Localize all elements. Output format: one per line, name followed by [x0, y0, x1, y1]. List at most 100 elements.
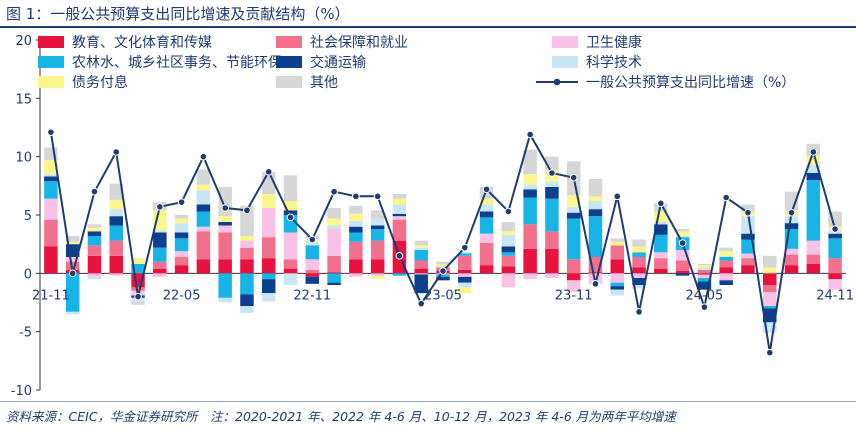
bar-segment: [87, 231, 102, 236]
bar-segment: [610, 245, 625, 260]
y-tick-label: 0: [24, 267, 32, 282]
bar-segment: [675, 236, 690, 238]
bar-segment: [654, 234, 668, 253]
title-rule: [0, 26, 856, 28]
bar-segment: [305, 245, 320, 260]
bar-segment: [153, 268, 167, 274]
y-tick-label: 20: [15, 34, 32, 49]
bar-segment: [675, 260, 690, 271]
bar-segment: [240, 273, 254, 295]
bar-segment: [501, 252, 516, 256]
bar-segment: [697, 278, 712, 282]
bar-segment: [349, 205, 363, 214]
bar-segment: [566, 195, 581, 207]
bar-segment: [174, 257, 189, 266]
growth-point: [787, 208, 796, 217]
bar-segment: [806, 254, 821, 264]
bar-segment: [414, 260, 428, 269]
bar-segment: [763, 292, 777, 306]
growth-point: [744, 208, 752, 217]
bar-segment: [240, 306, 254, 313]
bar-segment: [87, 276, 102, 280]
bar-segment: [196, 226, 211, 232]
bar-segment: [784, 254, 799, 266]
bar-segment: [196, 204, 211, 212]
growth-point: [177, 198, 186, 206]
bar-segment: [196, 184, 211, 191]
bar-segment: [654, 258, 668, 269]
bar-segment: [131, 264, 145, 274]
bar-segment: [65, 261, 80, 270]
bar-segment: [436, 274, 450, 277]
growth-point: [569, 173, 578, 182]
bar-segment: [392, 213, 407, 217]
bar-segment: [261, 279, 276, 294]
bar-segment: [392, 219, 407, 241]
bar-segment: [174, 238, 189, 252]
bar-segment: [109, 225, 123, 241]
bar-segment: [370, 275, 385, 280]
legend-swatch: [276, 56, 302, 68]
bar-segment: [458, 276, 472, 283]
bar-segment: [349, 226, 363, 233]
bar-segment: [44, 160, 58, 175]
bar-segment: [588, 273, 603, 284]
bar-segment: [458, 273, 472, 277]
bar-segment: [153, 261, 167, 269]
bar-segment: [741, 258, 755, 266]
bar-segment: [458, 287, 472, 294]
bar-segment: [436, 276, 450, 281]
bar-segment: [458, 282, 472, 288]
bar-segment: [458, 253, 472, 256]
bar-segment: [305, 269, 320, 274]
bar-segment: [458, 255, 472, 270]
growth-point: [809, 148, 818, 156]
bar-segment: [545, 248, 559, 274]
bar-segment: [654, 224, 668, 235]
bar-segment: [784, 265, 799, 274]
bar-segment: [109, 240, 123, 256]
bar-segment: [392, 216, 407, 220]
growth-line: [49, 131, 837, 353]
bar-segment: [196, 211, 211, 227]
growth-point: [156, 203, 164, 211]
bar-segment: [65, 241, 80, 245]
bar-segment: [806, 180, 821, 241]
bar-segment: [349, 232, 363, 242]
bar-segment: [218, 216, 232, 222]
bar-segment: [501, 231, 516, 235]
bar-segment: [632, 267, 646, 274]
growth-point: [439, 267, 447, 275]
bar-segment: [283, 268, 298, 274]
bar-segment: [218, 225, 232, 233]
bar-segment: [174, 218, 189, 224]
bar-segment: [632, 239, 646, 247]
bar-segment: [458, 269, 472, 274]
bar-segment: [763, 267, 777, 274]
bar-segment: [414, 250, 428, 261]
bar-segment: [545, 231, 559, 249]
growth-point: [134, 292, 142, 301]
bar-segment: [153, 273, 167, 277]
bar-segment: [523, 224, 537, 249]
bar-segment: [283, 175, 298, 201]
bar-segment: [697, 264, 712, 266]
bar-segment: [392, 198, 407, 205]
bar-segment: [261, 208, 276, 238]
bar-segment: [545, 273, 559, 278]
bar-segment: [784, 223, 799, 229]
growth-point: [657, 199, 665, 208]
bar-segment: [305, 241, 320, 246]
bar-segment: [763, 273, 777, 285]
bar-segment: [566, 280, 581, 292]
bar-segment: [87, 255, 102, 274]
bar-segment: [784, 216, 799, 224]
chart-bars: [44, 143, 842, 333]
bar-segment: [523, 273, 537, 280]
legend-label: 债务付息: [72, 74, 128, 91]
growth-point: [286, 213, 295, 222]
bar-segment: [218, 232, 232, 260]
bar-segment: [44, 176, 58, 182]
bar-segment: [763, 255, 777, 268]
